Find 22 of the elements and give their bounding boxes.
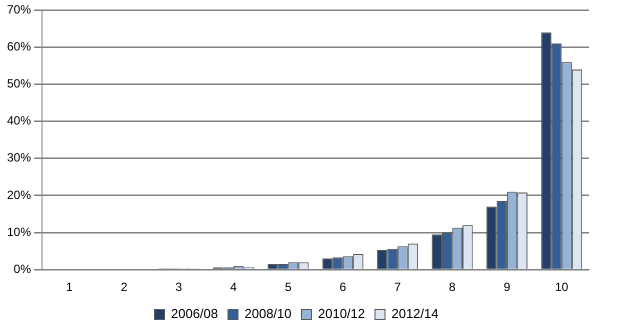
y-tick-label: 60%: [6, 40, 32, 54]
y-tick-label: 50%: [6, 76, 32, 91]
x-tick-label: 3: [175, 280, 182, 294]
x-tick-label: 7: [394, 280, 402, 294]
x-tick-label: 10: [554, 280, 569, 294]
x-tick-label: 9: [504, 280, 511, 294]
y-tick-label: 20%: [6, 188, 32, 202]
x-tick-label: 2: [120, 280, 128, 294]
y-tick-label: 40%: [6, 114, 32, 128]
y-tick-label: 0%: [14, 262, 32, 276]
x-tick-label: 1: [66, 280, 74, 294]
x-tick-label: 4: [230, 280, 238, 294]
x-tick-label: 5: [284, 280, 292, 294]
legend-label: 2012/14: [391, 306, 438, 322]
legend-label: 2006/08: [171, 306, 218, 322]
y-tick-label: 10%: [6, 224, 32, 239]
legend-label: 2008/10: [244, 306, 292, 322]
legend-label: 2010/12: [318, 306, 365, 322]
x-tick-label: 8: [448, 280, 456, 294]
y-tick-label: 70%: [6, 2, 32, 17]
y-tick-label: 30%: [6, 150, 32, 165]
x-tick-label: 6: [340, 280, 347, 294]
